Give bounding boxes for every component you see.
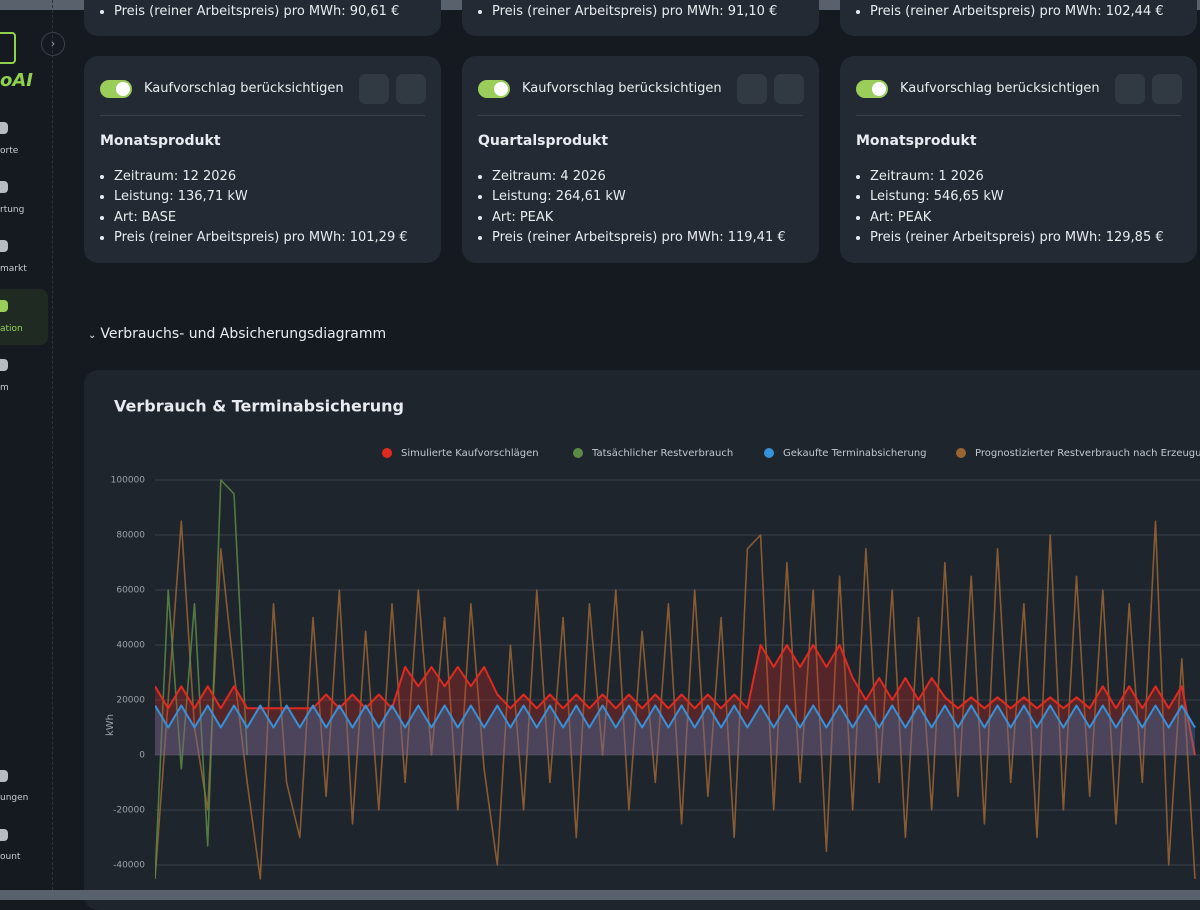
card-item: Preis (reiner Arbeitspreis) pro MWh: 101…: [114, 228, 408, 248]
nav-item[interactable]: markt: [0, 264, 27, 274]
section-title: Verbrauchs- und Absicherungsdiagramm: [100, 326, 387, 342]
card-item: Art: BASE: [114, 208, 408, 228]
chart-title: Verbrauch & Terminabsicherung: [114, 397, 404, 416]
copy-button[interactable]: [1152, 74, 1182, 104]
card-item: Zeitraum: 12 2026: [114, 167, 408, 187]
bottom-strip: [0, 890, 1200, 900]
card: Preis (reiner Arbeitspreis) pro MWh: 102…: [840, 0, 1197, 36]
y-tick-label: 80000: [116, 531, 145, 541]
y-tick-label: 40000: [116, 641, 145, 651]
card-item: Zeitraum: 1 2026: [870, 167, 1164, 187]
card-title: Monatsprodukt: [100, 133, 221, 149]
legend-swatch: [764, 448, 774, 458]
toggle[interactable]: [478, 80, 510, 98]
card-item: Preis (reiner Arbeitspreis) pro MWh: 129…: [870, 228, 1164, 248]
series-line: [155, 644, 1196, 756]
card: Kaufvorschlag berücksichtigen Monatsprodu…: [840, 56, 1197, 263]
card: Preis (reiner Arbeitspreis) pro MWh: 91,…: [462, 0, 819, 36]
nav-item[interactable]: ungen: [0, 793, 29, 803]
legend-label: Gekaufte Terminabsicherung: [783, 448, 927, 459]
card-item: Leistung: 264,61 kW: [492, 187, 786, 207]
card-title: Monatsprodukt: [856, 133, 977, 149]
card-list: Zeitraum: 1 2026Leistung: 546,65 kWArt: …: [856, 167, 1164, 248]
separator: [100, 115, 425, 116]
sidebar: oAI orte rtung markt ation m ungen ount …: [0, 0, 65, 900]
y-tick-label: 0: [139, 751, 145, 761]
card-list: Zeitraum: 12 2026Leistung: 136,71 kWArt:…: [100, 167, 408, 248]
section-header[interactable]: ⌄ Verbrauchs- und Absicherungsdiagramm: [88, 326, 387, 342]
nav-active: [0, 289, 48, 345]
nav-icon: [0, 300, 8, 312]
series-area: [155, 645, 1195, 755]
nav-icon: [0, 122, 8, 134]
separator: [478, 115, 803, 116]
collapse-button[interactable]: ›: [41, 32, 65, 56]
legend-label: Prognostizierter Restverbrauch nach Erze…: [975, 448, 1200, 459]
series-line: [155, 520, 1196, 880]
card: Preis (reiner Arbeitspreis) pro MWh: 90,…: [84, 0, 441, 36]
legend-label: Simulierte Kaufvorschlägen: [401, 448, 539, 459]
card-item: Zeitraum: 4 2026: [492, 167, 786, 187]
edit-button[interactable]: [1115, 74, 1145, 104]
toggle-label: Kaufvorschlag berücksichtigen: [144, 81, 344, 96]
nav-icon: [0, 359, 8, 371]
nav-item[interactable]: orte: [0, 146, 19, 156]
y-axis-label: kWh: [105, 714, 116, 736]
card-title: Quartalsprodukt: [478, 133, 609, 149]
separator: [856, 115, 1181, 116]
card-item: Preis (reiner Arbeitspreis) pro MWh: 102…: [870, 2, 1164, 22]
toggle[interactable]: [100, 80, 132, 98]
logo-icon: [0, 32, 16, 64]
legend-swatch: [382, 448, 392, 458]
nav-icon: [0, 240, 8, 252]
edit-button[interactable]: [359, 74, 389, 104]
card-item: Art: PEAK: [492, 208, 786, 228]
nav-icon: [0, 181, 8, 193]
card-item: Preis (reiner Arbeitspreis) pro MWh: 119…: [492, 228, 786, 248]
card-item: Leistung: 546,65 kW: [870, 187, 1164, 207]
edit-button[interactable]: [737, 74, 767, 104]
card: Kaufvorschlag berücksichtigen Monatsprodu…: [84, 56, 441, 263]
y-tick-label: -20000: [113, 806, 145, 816]
card-item: Art: PEAK: [870, 208, 1164, 228]
y-tick-label: -40000: [113, 861, 145, 871]
legend-swatch: [573, 448, 583, 458]
toggle-label: Kaufvorschlag berücksichtigen: [900, 81, 1100, 96]
card-item: Preis (reiner Arbeitspreis) pro MWh: 91,…: [492, 2, 777, 22]
logo-text: oAI: [0, 70, 33, 91]
legend-swatch: [956, 448, 966, 458]
y-tick-label: 20000: [116, 696, 145, 706]
series-line: [155, 704, 1196, 729]
card-item: Preis (reiner Arbeitspreis) pro MWh: 90,…: [114, 2, 399, 22]
card: Kaufvorschlag berücksichtigen Quartalspro…: [462, 56, 819, 263]
series-line: [155, 479, 248, 879]
copy-button[interactable]: [774, 74, 804, 104]
nav-item[interactable]: ation: [0, 324, 23, 334]
y-tick-label: 100000: [111, 476, 146, 486]
nav-icon: [0, 770, 8, 782]
y-tick-label: 60000: [116, 586, 145, 596]
nav-icon: [0, 829, 8, 841]
chart: Verbrauch & Terminabsicherung kWh 100000…: [105, 397, 1200, 880]
card-item: Leistung: 136,71 kW: [114, 187, 408, 207]
toggle-label: Kaufvorschlag berücksichtigen: [522, 81, 722, 96]
nav-item[interactable]: m: [0, 383, 9, 393]
copy-button[interactable]: [396, 74, 426, 104]
toggle[interactable]: [856, 80, 888, 98]
legend-label: Tatsächlicher Restverbrauch: [591, 448, 733, 459]
nav-item[interactable]: ount: [0, 852, 21, 862]
nav-item[interactable]: rtung: [0, 205, 25, 215]
series-area: [155, 705, 1195, 755]
plot-area: [155, 479, 1196, 880]
card-list: Zeitraum: 4 2026Leistung: 264,61 kWArt: …: [478, 167, 786, 248]
